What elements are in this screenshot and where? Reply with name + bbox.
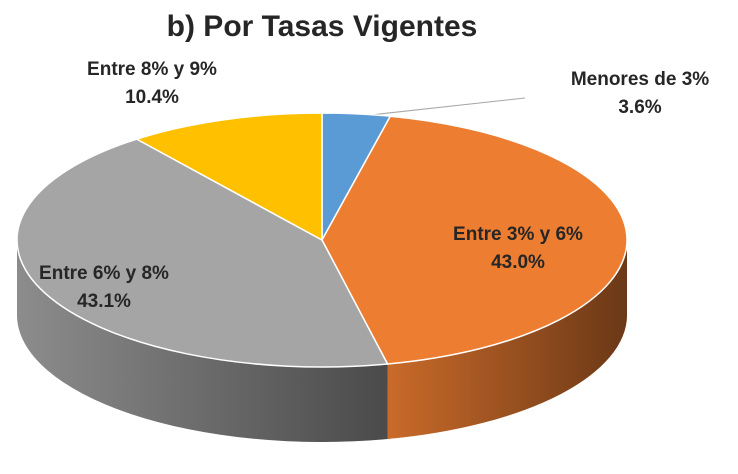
- data-label-name: Entre 3% y 6%: [453, 224, 583, 245]
- pie-slice: [134, 112, 323, 242]
- pie: [16, 112, 628, 442]
- pie-slice: [16, 138, 389, 368]
- pie-side-shade: [387, 240, 627, 440]
- leader-line: [351, 97, 526, 118]
- data-label-value: 43.0%: [491, 252, 545, 273]
- pie-slice: [321, 115, 628, 365]
- data-label-name: Entre 6% y 8%: [39, 263, 169, 284]
- data-label-value: 3.6%: [618, 97, 661, 118]
- data-label-value: 43.1%: [77, 291, 131, 312]
- data-label-name: Entre 8% y 9%: [87, 59, 217, 80]
- data-label-value: 10.4%: [125, 87, 179, 108]
- data-label-name: Menores de 3%: [571, 69, 709, 90]
- pie-side-shade: [17, 240, 388, 442]
- chart-title: b) Por Tasas Vigentes: [167, 10, 478, 43]
